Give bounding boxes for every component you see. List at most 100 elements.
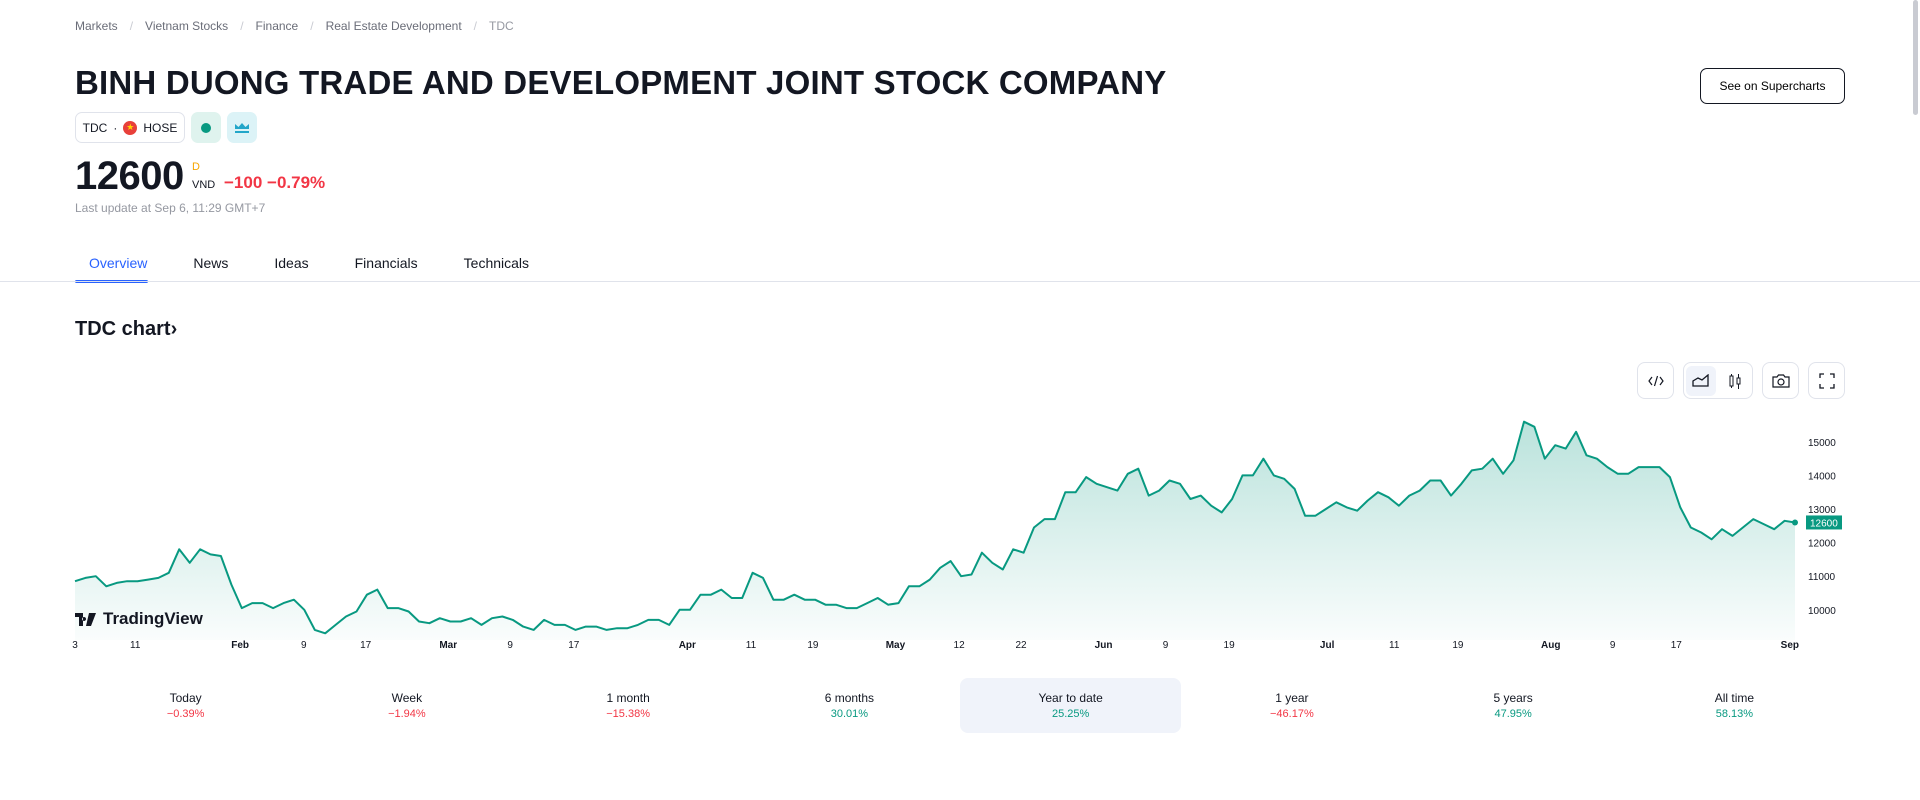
x-tick-label: Jul [1320,640,1335,651]
breadcrumb-real-estate[interactable]: Real Estate Development [325,19,462,33]
period-5-years[interactable]: 5 years 47.95% [1403,678,1624,733]
period-selector: Today −0.39% Week −1.94% 1 month −15.38% 6 mon… [75,678,1845,733]
last-price-label-bg [1806,515,1842,530]
y-tick-label: 12000 [1808,539,1836,550]
see-on-supercharts-button[interactable]: See on Supercharts [1700,68,1845,104]
embed-icon [1647,375,1664,386]
period-label: Year to date [1038,691,1103,705]
x-tick-label: 17 [1671,640,1683,651]
page-title: BINH DUONG TRADE AND DEVELOPMENT JOINT S… [75,64,1167,101]
tab-news[interactable]: News [193,255,229,271]
page-scrollbar[interactable] [1913,0,1918,115]
fullscreen-button[interactable] [1808,362,1845,399]
area-chart-icon [1692,373,1709,387]
price-line [74,420,1796,635]
last-update: Last update at Sep 6, 11:29 GMT+7 [75,201,266,215]
x-tick-label: 17 [360,640,372,651]
status-dot-icon [201,122,211,133]
exchange: HOSE [143,120,178,135]
candles-icon [1729,373,1741,389]
x-tick-label: Aug [1541,640,1560,651]
period-1-year[interactable]: 1 year −46.17% [1181,678,1402,733]
x-tick-label: Jun [1095,640,1113,651]
x-tick-label: 9 [1163,640,1169,651]
x-tick-label: May [886,640,906,651]
x-tick-label: 11 [130,640,141,651]
chart-style-group [1683,362,1753,399]
x-tick-label: 17 [568,640,580,651]
market-open-status[interactable] [191,112,221,143]
tab-ideas[interactable]: Ideas [274,255,309,271]
period-today[interactable]: Today −0.39% [75,678,296,733]
breadcrumb-markets[interactable]: Markets [75,19,118,33]
x-tick-label: 19 [1224,640,1236,651]
breadcrumb: Markets / Vietnam Stocks / Finance / Real E… [75,19,514,33]
fullscreen-icon [1818,372,1835,389]
price-chart[interactable]: 15000 14000 13000 12000 11000 10000 3 11 Feb 9 17 M… [0,400,1920,665]
y-tick-label: 11000 [1808,572,1836,583]
period-change: 58.13% [1715,708,1754,720]
period-6-months[interactable]: 6 months 30.01% [739,678,960,733]
symbol-chip[interactable]: TDC · ★ HOSE [75,112,185,143]
symbol: TDC [82,120,108,135]
period-1-month[interactable]: 1 month −15.38% [518,678,739,733]
y-tick-label: 15000 [1808,438,1836,449]
x-tick-label: Mar [439,640,457,651]
period-change: −46.17% [1270,708,1314,720]
y-tick-label: 14000 [1808,471,1836,482]
x-tick-label: Apr [679,640,696,651]
tab-technicals[interactable]: Technicals [463,255,530,271]
tradingview-logo[interactable]: TradingView [75,609,203,629]
period-label: 6 months [824,691,875,705]
change-pct: −0.79% [267,173,326,192]
x-tick-label: 3 [72,640,78,651]
currency: VND [192,179,216,191]
tab-overview[interactable]: Overview [74,255,149,283]
period-change: 25.25% [1051,708,1090,720]
period-change: −0.39% [166,708,205,720]
period-week[interactable]: Week −1.94% [296,678,517,733]
period-change: 30.01% [830,708,869,720]
x-tick-label: 19 [1452,640,1464,651]
tab-bar: Overview News Ideas Financials Technical… [74,255,575,283]
x-tick-label: Sep [1781,640,1799,651]
period-label: Today [169,691,202,705]
period-all-time[interactable]: All time 58.13% [1624,678,1845,733]
change-abs: −100 [224,173,263,192]
tradingview-logo-icon [75,612,96,626]
crown-icon [235,122,249,133]
x-tick-label: 9 [1610,640,1616,651]
period-label: All time [1714,691,1755,705]
x-tick-label: 22 [1015,640,1027,651]
period-year-to-date[interactable]: Year to date 25.25% [960,678,1182,733]
snapshot-button[interactable] [1762,362,1799,399]
tradingview-logo-text: TradingView [103,609,203,628]
embed-button[interactable] [1637,362,1674,399]
x-tick-label: 12 [954,640,966,651]
period-label: 5 years [1493,691,1533,705]
y-tick-label: 10000 [1808,606,1836,617]
tab-financials[interactable]: Financials [354,255,418,271]
period-label: Week [391,691,423,705]
period-label: 1 year [1275,691,1309,705]
x-tick-label: 9 [507,640,513,651]
area-chart-button[interactable] [1686,365,1716,396]
price-area [75,421,1795,640]
x-tick-label: 11 [1389,640,1400,651]
period-label: 1 month [606,691,650,705]
breadcrumb-finance[interactable]: Finance [255,19,299,33]
breadcrumb-vietnam-stocks[interactable]: Vietnam Stocks [145,19,229,33]
premium-badge[interactable] [227,112,257,143]
divider [0,281,1920,282]
chart-title-link[interactable]: TDC chart› [75,318,178,340]
x-tick-label: 11 [746,640,757,651]
x-tick-label: 9 [301,640,307,651]
price-flag: D [192,161,200,173]
x-tick-label: Feb [231,640,249,651]
last-price-dot [1792,519,1798,526]
candles-button[interactable] [1720,366,1750,396]
period-change: 47.95% [1494,708,1532,720]
breadcrumb-current: TDC [489,19,514,33]
vietnam-flag-icon: ★ [123,120,138,135]
period-change: −15.38% [606,708,650,720]
